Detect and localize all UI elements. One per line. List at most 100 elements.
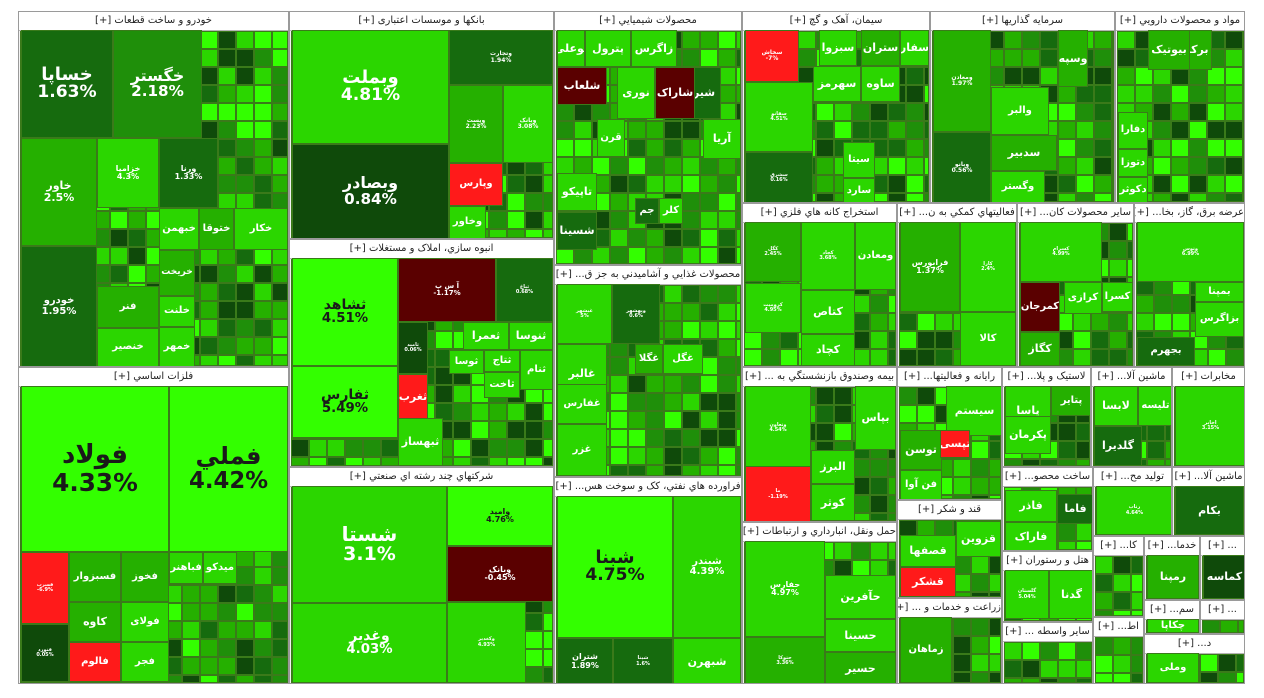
stock-tile[interactable]: ثفارس 5.49%: [292, 366, 398, 438]
stock-tile[interactable]: آ س پ -1.17%: [398, 258, 496, 322]
minor-tile[interactable]: [236, 657, 254, 675]
minor-tile[interactable]: [254, 103, 272, 121]
stock-tile[interactable]: فولاد 4.33%: [21, 386, 169, 552]
stock-tile[interactable]: ثنوسا: [509, 322, 553, 350]
minor-tile[interactable]: [1076, 423, 1090, 441]
minor-tile[interactable]: [1076, 678, 1092, 683]
minor-tile[interactable]: [953, 459, 971, 477]
minor-tile[interactable]: [1094, 193, 1112, 202]
minor-tile[interactable]: [1243, 49, 1244, 67]
minor-tile[interactable]: [1058, 642, 1076, 660]
stock-tile[interactable]: فرابورس 1.37%: [900, 222, 960, 312]
minor-tile[interactable]: [628, 375, 646, 393]
stock-tile[interactable]: فن آوا: [900, 470, 942, 499]
minor-tile[interactable]: [1094, 103, 1112, 121]
minor-tile[interactable]: [1112, 103, 1114, 121]
minor-tile[interactable]: [700, 465, 718, 476]
minor-tile[interactable]: [989, 477, 1001, 495]
minor-tile[interactable]: [1109, 349, 1127, 366]
minor-tile[interactable]: [628, 393, 646, 411]
minor-tile[interactable]: [1202, 620, 1220, 633]
minor-tile[interactable]: [1113, 592, 1131, 610]
stock-tile[interactable]: کگاز: [1020, 332, 1060, 366]
sector-header[interactable]: ساير واسطه ... [+]: [1003, 623, 1092, 642]
minor-tile[interactable]: [700, 175, 718, 193]
stock-tile[interactable]: خگستر 2.18%: [113, 30, 202, 138]
minor-tile[interactable]: [762, 349, 780, 366]
minor-tile[interactable]: [1112, 67, 1114, 85]
minor-tile[interactable]: [218, 337, 236, 355]
minor-tile[interactable]: [834, 423, 852, 441]
minor-tile[interactable]: [1095, 637, 1113, 655]
minor-tile[interactable]: [1094, 121, 1112, 139]
minor-tile[interactable]: [816, 423, 834, 441]
stock-tile[interactable]: ما -1.19%: [745, 466, 811, 521]
stock-tile[interactable]: ثوسا: [449, 350, 484, 374]
stock-tile[interactable]: خساپا 1.63%: [21, 30, 113, 138]
minor-tile[interactable]: [718, 393, 736, 411]
minor-tile[interactable]: [1095, 673, 1113, 683]
minor-tile[interactable]: [272, 603, 288, 621]
minor-tile[interactable]: [1109, 259, 1127, 277]
stock-tile[interactable]: کگل 2.45%: [745, 222, 801, 282]
stock-tile[interactable]: بکام: [1175, 486, 1244, 535]
minor-tile[interactable]: [200, 283, 218, 301]
stock-tile[interactable]: گلدیرا: [1094, 426, 1142, 466]
stock-tile[interactable]: ثامید 0.06%: [398, 322, 428, 374]
minor-tile[interactable]: [989, 672, 1001, 683]
minor-tile[interactable]: [682, 465, 700, 476]
stock-tile[interactable]: میدکو: [203, 552, 237, 584]
minor-tile[interactable]: [646, 393, 664, 411]
minor-tile[interactable]: [525, 613, 543, 631]
stock-tile[interactable]: فنورد 0.05%: [21, 624, 69, 682]
minor-tile[interactable]: [664, 429, 682, 447]
stock-tile[interactable]: فملي 4.42%: [169, 386, 288, 552]
minor-tile[interactable]: [1127, 313, 1133, 331]
minor-tile[interactable]: [1112, 85, 1114, 103]
minor-tile[interactable]: [1127, 241, 1133, 259]
minor-tile[interactable]: [1172, 295, 1190, 313]
minor-tile[interactable]: [1131, 673, 1143, 683]
minor-tile[interactable]: [110, 247, 128, 265]
minor-tile[interactable]: [736, 31, 741, 49]
minor-tile[interactable]: [816, 157, 834, 175]
minor-tile[interactable]: [664, 121, 682, 139]
minor-tile[interactable]: [924, 157, 929, 175]
minor-tile[interactable]: [525, 175, 543, 193]
stock-tile[interactable]: سبزوا: [819, 30, 857, 66]
minor-tile[interactable]: [762, 331, 780, 349]
stock-tile[interactable]: شلعاب: [557, 67, 607, 105]
minor-tile[interactable]: [1109, 331, 1127, 349]
minor-tile[interactable]: [700, 429, 718, 447]
stock-tile[interactable]: حتوکا 3.36%: [745, 637, 825, 683]
minor-tile[interactable]: [1154, 295, 1172, 313]
minor-tile[interactable]: [1113, 556, 1131, 574]
minor-tile[interactable]: [610, 229, 628, 247]
minor-tile[interactable]: [736, 229, 741, 247]
minor-tile[interactable]: [1040, 678, 1058, 683]
minor-tile[interactable]: [682, 429, 700, 447]
minor-tile[interactable]: [1076, 193, 1094, 202]
stock-tile[interactable]: حآفرین: [825, 575, 896, 619]
minor-tile[interactable]: [200, 603, 218, 621]
minor-tile[interactable]: [543, 457, 553, 466]
minor-tile[interactable]: [664, 465, 682, 476]
minor-tile[interactable]: [1136, 313, 1154, 331]
sector-header[interactable]: هتل و رستوران [+]: [1003, 552, 1092, 571]
minor-tile[interactable]: [989, 441, 1001, 459]
minor-tile[interactable]: [798, 31, 816, 49]
minor-tile[interactable]: [272, 139, 288, 157]
stock-tile[interactable]: سهرمز: [813, 66, 861, 102]
sector-header[interactable]: محصولات غذايي و آشاميدني به جز ق... [+]: [555, 266, 741, 285]
stock-tile[interactable]: فاما: [1057, 494, 1092, 524]
stock-tile[interactable]: گدنا: [1049, 570, 1092, 619]
minor-tile[interactable]: [646, 429, 664, 447]
sector-header[interactable]: زراعت و خدمات و ... [+]: [898, 599, 1001, 618]
minor-tile[interactable]: [736, 157, 741, 175]
minor-tile[interactable]: [1058, 441, 1076, 459]
minor-tile[interactable]: [254, 319, 272, 337]
minor-tile[interactable]: [218, 639, 236, 657]
minor-tile[interactable]: [543, 667, 553, 683]
minor-tile[interactable]: [718, 49, 736, 67]
minor-tile[interactable]: [1058, 541, 1076, 550]
